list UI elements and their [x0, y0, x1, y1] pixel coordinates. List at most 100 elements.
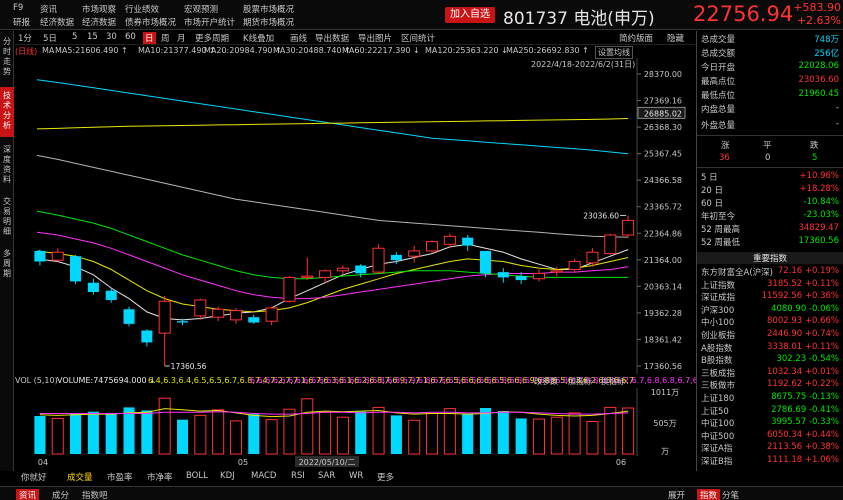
- indicator-tab-rsi[interactable]: RSI: [291, 471, 305, 481]
- index-row[interactable]: 中小100 8002.93 +0.66%: [701, 316, 839, 328]
- candle-body: [443, 235, 456, 245]
- tick-tab[interactable]: 分笔: [722, 491, 740, 500]
- vol-bar: [319, 411, 332, 455]
- index-value: 2113.56 +0.38%: [767, 442, 839, 453]
- candle-body: [176, 321, 189, 323]
- simple-layout-button[interactable]: 简约版面: [619, 34, 654, 44]
- vol-bar: [568, 412, 581, 455]
- index-row[interactable]: 上证指数 3185.52 +0.11%: [701, 279, 839, 291]
- vol-bar: [70, 413, 82, 454]
- index-row[interactable]: 中证100 3995.57 -0.33%: [701, 417, 839, 429]
- menu-f9[interactable]: F9: [13, 3, 24, 13]
- draw-line-button[interactable]: 画线: [290, 34, 308, 44]
- indicator-tab-wr[interactable]: WR: [349, 471, 364, 481]
- add-indicator-button[interactable]: 加指标: [568, 377, 592, 386]
- index-row[interactable]: A股指数 3338.01 +0.11%: [701, 342, 839, 354]
- y-tick-label: 26368.30: [644, 123, 682, 132]
- add-to-watchlist-button[interactable]: 加入自选: [445, 7, 495, 23]
- period-1min[interactable]: 1分: [18, 34, 32, 44]
- vol-bar: [426, 413, 439, 455]
- export-data-button[interactable]: 导出数据: [315, 34, 350, 44]
- menu-econ-data[interactable]: 经济数据: [40, 18, 75, 28]
- index-row[interactable]: B股指数 302.23 -0.54%: [701, 354, 839, 366]
- status-tab-forum[interactable]: 指数吧: [82, 491, 108, 500]
- indicator-tab-custom[interactable]: 你就好: [21, 473, 47, 483]
- index-row[interactable]: 三板做市 1192.62 +0.22%: [701, 379, 839, 391]
- period-15[interactable]: 15: [87, 32, 98, 42]
- indices-list: 东方财富全A(沪深) 72.16 +0.19% 上证指数 3185.52 +0.11%…: [697, 266, 843, 471]
- index-tab[interactable]: 指数: [697, 489, 721, 500]
- status-tab-components[interactable]: 成分: [52, 491, 70, 500]
- menu-industry-perf[interactable]: 行业绩效: [125, 5, 160, 15]
- x-axis: 04 05 2022/05/10/二 06: [38, 456, 626, 467]
- y-tick-label: 23365.72: [644, 203, 682, 212]
- hide-button[interactable]: 隐藏: [667, 34, 685, 44]
- y-tick-label: 21364.00: [644, 256, 682, 265]
- period-30[interactable]: 30: [106, 32, 117, 42]
- menu-market-watch[interactable]: 市场观察: [82, 5, 117, 15]
- period-60[interactable]: 60: [125, 32, 136, 42]
- candle-body: [604, 234, 617, 255]
- menu-bond-market[interactable]: 债券市场概况: [125, 18, 177, 28]
- indicator-tab-pb[interactable]: 市净率: [147, 473, 173, 483]
- index-row[interactable]: 深证B指 1111.18 +1.06%: [701, 455, 839, 467]
- indicator-tab-more[interactable]: 更多: [377, 473, 395, 483]
- period-week[interactable]: 周: [161, 34, 170, 44]
- index-row[interactable]: 上证180 8675.75 -0.13%: [701, 392, 839, 404]
- vol-bar: [336, 416, 349, 455]
- switch-indicator-button[interactable]: 换指标: [601, 377, 625, 386]
- indicator-tab-kdj[interactable]: KDJ: [220, 471, 235, 481]
- indicator-tab-macd[interactable]: MACD: [251, 471, 277, 481]
- menu-account-stats[interactable]: 市场开户统计: [184, 18, 236, 28]
- export-image-button[interactable]: 导出图片: [358, 34, 393, 44]
- tab-multi-period[interactable]: 多周期: [3, 249, 11, 278]
- period-5[interactable]: 5: [72, 32, 78, 42]
- vol-bar: [622, 407, 635, 455]
- interval-stat-button[interactable]: 区间统计: [401, 34, 436, 44]
- menu-news[interactable]: 资讯: [40, 5, 58, 15]
- index-row[interactable]: 三板成指 1032.34 +0.01%: [701, 367, 839, 379]
- candle-body: [336, 267, 349, 272]
- more-periods-dropdown[interactable]: 更多周期: [195, 34, 230, 44]
- period-month[interactable]: 月: [177, 34, 186, 44]
- change-params-button[interactable]: 改参数: [534, 377, 558, 386]
- security-code: 801737: [503, 9, 568, 29]
- index-row[interactable]: 深证成指 11592.56 +0.36%: [701, 291, 839, 303]
- period-5day[interactable]: 5日: [43, 34, 57, 44]
- index-row[interactable]: 中证500 6050.34 +0.44%: [701, 430, 839, 442]
- kline-overlay-dropdown[interactable]: K线叠加: [243, 34, 275, 44]
- indicator-tab-boll[interactable]: BOLL: [186, 471, 208, 481]
- index-name: 上证180: [701, 394, 735, 404]
- tab-trade-detail[interactable]: 交易明细: [3, 197, 11, 236]
- index-row[interactable]: 深证A指 2113.56 +0.38%: [701, 442, 839, 454]
- indicator-tab-volume[interactable]: 成交量: [67, 473, 93, 483]
- index-row[interactable]: 沪深300 4080.90 -0.06%: [701, 304, 839, 316]
- candle-body: [265, 307, 278, 322]
- index-row[interactable]: 创业板指 2446.90 +0.74%: [701, 329, 839, 341]
- period-day[interactable]: 日: [143, 32, 156, 44]
- candle-body: [194, 299, 207, 317]
- menu-macro-forecast[interactable]: 宏观预测: [184, 5, 219, 15]
- index-row[interactable]: 东方财富全A(沪深) 72.16 +0.19%: [701, 266, 839, 278]
- kline-chart[interactable]: 28370.00 27369.16 26368.30 25367.45 24366.58…: [15, 58, 695, 374]
- set-ma-button[interactable]: 设置均线: [595, 46, 633, 59]
- menu-stock-market[interactable]: 股票市场概况: [243, 5, 295, 15]
- menu-research[interactable]: 研报: [13, 18, 31, 28]
- tab-technical[interactable]: 技术分析: [0, 87, 14, 137]
- indicator-tab-sar[interactable]: SAR: [318, 471, 336, 481]
- tab-intraday[interactable]: 分时走势: [3, 37, 11, 76]
- tab-deep-data[interactable]: 深度资料: [3, 145, 11, 184]
- vol-bar: [515, 418, 527, 454]
- menu-econ-data-2[interactable]: 经济数据: [82, 18, 117, 28]
- candle-body: [229, 310, 242, 321]
- left-vertical-tabs: 分时走势 技术分析 深度资料 交易明细 多周期: [0, 31, 14, 471]
- indicator-tab-pe[interactable]: 市盈率: [107, 473, 133, 483]
- menu-futures-market[interactable]: 期货市场概况: [243, 18, 295, 28]
- index-row[interactable]: 上证50 2786.69 -0.41%: [701, 405, 839, 417]
- expand-button[interactable]: 展开: [668, 491, 686, 500]
- vol-header: VOL (5,10) VOLUME:7475694.000 ↓ 6.4,6.3,…: [15, 376, 767, 388]
- status-tab-news[interactable]: 资讯: [16, 489, 40, 500]
- index-value: 3338.01 +0.11%: [767, 341, 839, 352]
- vol-bar: [283, 408, 296, 455]
